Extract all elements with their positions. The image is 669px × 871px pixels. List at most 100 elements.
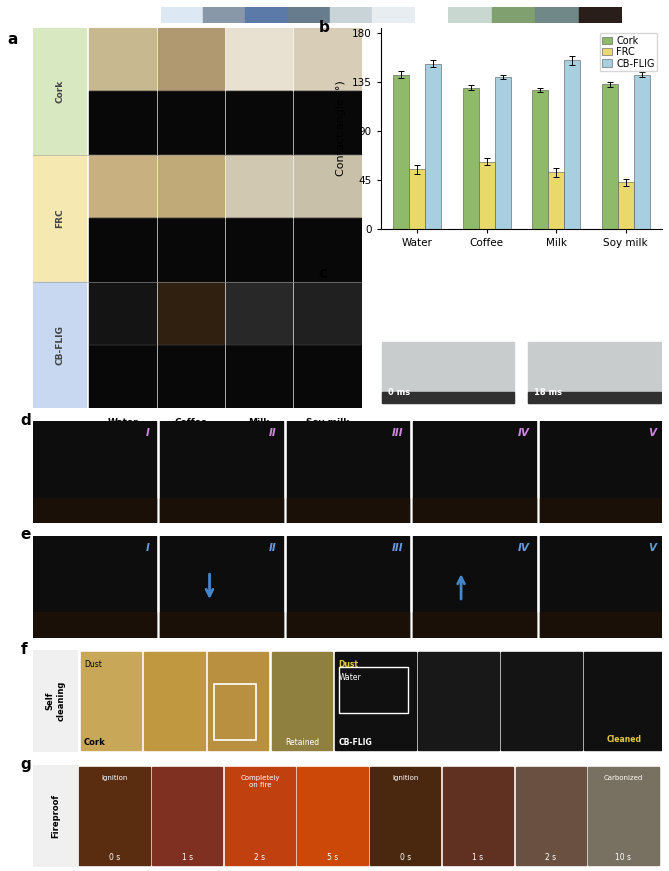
Bar: [225, 28, 292, 91]
Bar: [535, 7, 579, 23]
Bar: [286, 536, 409, 638]
Text: 1 s: 1 s: [181, 853, 193, 861]
Bar: [532, 90, 548, 229]
Bar: [425, 64, 442, 229]
Bar: [409, 169, 425, 229]
Bar: [225, 155, 292, 218]
Bar: [208, 652, 268, 750]
Bar: [529, 392, 661, 402]
Bar: [413, 536, 536, 638]
Text: FRC: FRC: [56, 208, 64, 228]
Bar: [225, 91, 292, 155]
Bar: [501, 652, 582, 750]
Text: Water: Water: [107, 418, 138, 427]
Bar: [272, 652, 332, 750]
Bar: [448, 7, 492, 23]
Text: Dust: Dust: [84, 660, 102, 669]
Bar: [160, 421, 283, 523]
Bar: [160, 497, 283, 523]
Text: c: c: [318, 266, 328, 280]
Text: V: V: [648, 543, 656, 553]
Bar: [286, 612, 409, 638]
Text: IV: IV: [518, 543, 529, 553]
Text: 66 ms: 66 ms: [534, 456, 562, 465]
Bar: [160, 612, 283, 638]
Bar: [158, 345, 224, 408]
Bar: [494, 77, 510, 229]
Bar: [203, 7, 246, 23]
Bar: [145, 652, 205, 750]
Text: V: V: [648, 429, 656, 438]
Bar: [443, 766, 513, 865]
Bar: [382, 459, 514, 470]
Bar: [463, 88, 479, 229]
Bar: [548, 172, 564, 229]
Bar: [158, 28, 224, 91]
Text: f: f: [21, 642, 27, 657]
Bar: [294, 345, 361, 408]
Bar: [90, 155, 156, 218]
Text: 0 s: 0 s: [109, 853, 120, 861]
Bar: [330, 7, 373, 23]
Bar: [33, 281, 86, 408]
Bar: [413, 497, 536, 523]
Bar: [286, 497, 409, 523]
Bar: [33, 497, 156, 523]
Bar: [584, 652, 665, 750]
Text: 2 s: 2 s: [545, 853, 557, 861]
Bar: [90, 28, 156, 91]
Bar: [294, 281, 361, 345]
Text: Self
cleaning: Self cleaning: [45, 681, 65, 721]
Text: I: I: [146, 429, 150, 438]
Bar: [225, 218, 292, 281]
Text: e: e: [21, 528, 31, 543]
Bar: [298, 766, 368, 865]
Bar: [225, 281, 292, 345]
Bar: [382, 409, 514, 470]
Bar: [33, 536, 156, 638]
Bar: [413, 612, 536, 638]
Text: a: a: [7, 31, 17, 47]
Text: Completely
on fire: Completely on fire: [240, 775, 280, 788]
Bar: [90, 281, 156, 345]
Text: Milk: Milk: [248, 418, 270, 427]
Bar: [286, 421, 409, 523]
Text: II: II: [269, 543, 276, 553]
Bar: [492, 7, 535, 23]
Bar: [370, 766, 440, 865]
Text: III: III: [391, 543, 403, 553]
Bar: [335, 652, 416, 750]
Bar: [634, 75, 650, 229]
Bar: [294, 218, 361, 281]
Bar: [90, 218, 156, 281]
Bar: [214, 684, 256, 739]
Bar: [294, 155, 361, 218]
Text: d: d: [21, 413, 31, 428]
Text: CB-FLIG: CB-FLIG: [56, 325, 64, 365]
Bar: [33, 421, 156, 523]
Text: III: III: [391, 429, 403, 438]
Text: 0 s: 0 s: [399, 853, 411, 861]
Bar: [382, 392, 514, 402]
Bar: [33, 612, 156, 638]
Bar: [393, 75, 409, 229]
Bar: [540, 421, 662, 523]
Text: Carbonized: Carbonized: [604, 775, 643, 781]
Bar: [529, 341, 661, 402]
Bar: [579, 7, 622, 23]
Text: Soy milk: Soy milk: [306, 418, 349, 427]
Text: Fireproof: Fireproof: [51, 793, 60, 838]
Bar: [158, 281, 224, 345]
Text: Retained: Retained: [285, 738, 319, 747]
Text: b: b: [318, 20, 329, 35]
Text: 0 ms: 0 ms: [387, 388, 409, 397]
Text: Cork: Cork: [56, 79, 64, 103]
Bar: [158, 91, 224, 155]
Bar: [540, 536, 662, 638]
Bar: [294, 91, 361, 155]
Text: Cork: Cork: [84, 738, 106, 747]
Bar: [418, 652, 499, 750]
Bar: [246, 7, 288, 23]
Text: 2 s: 2 s: [254, 853, 266, 861]
Bar: [90, 345, 156, 408]
